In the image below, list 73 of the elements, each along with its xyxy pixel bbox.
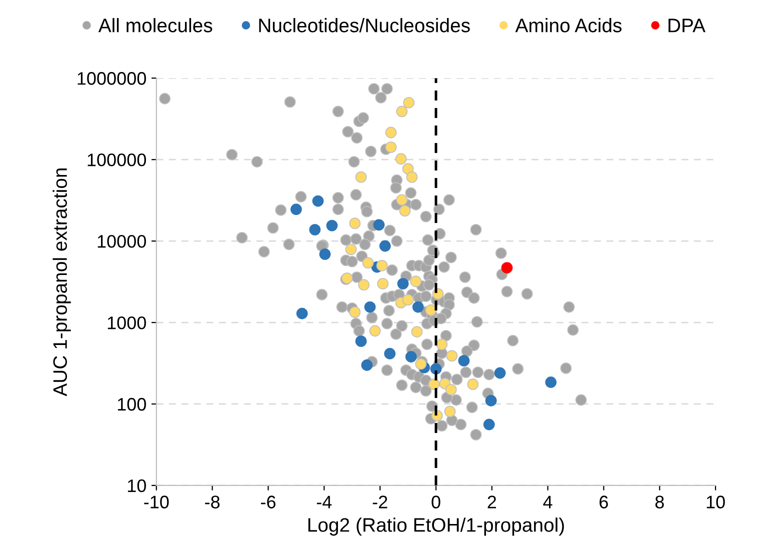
point (399, 205, 411, 217)
point (319, 248, 331, 260)
point (385, 126, 397, 138)
legend-label: Amino Acids (515, 18, 622, 32)
point (428, 378, 440, 390)
point (436, 338, 448, 350)
point (290, 204, 302, 216)
y-tick-label: 1000 (108, 316, 146, 330)
legend-label: DPA (668, 18, 706, 32)
point (467, 378, 479, 390)
point (406, 171, 418, 183)
x-tick-label: 8 (655, 496, 664, 508)
point (410, 276, 422, 288)
point (395, 153, 407, 165)
point (385, 141, 397, 153)
point (376, 260, 388, 272)
point (349, 306, 361, 318)
point (326, 220, 338, 232)
y-tick-label: 100 (118, 398, 146, 411)
y-tick-label: 10 (128, 479, 146, 492)
point (345, 244, 357, 256)
point (415, 358, 427, 370)
legend-label: All molecules (98, 18, 212, 32)
y-tick-label: 100000 (88, 154, 146, 166)
x-tick-label: 10 (706, 496, 725, 508)
point (312, 195, 324, 207)
point (405, 351, 417, 362)
point (425, 304, 437, 316)
x-tick-label: -10 (144, 496, 169, 508)
point (309, 224, 321, 236)
point (373, 219, 385, 231)
point (458, 354, 470, 366)
x-tick-label: 4 (543, 496, 552, 508)
x-tick-label: -2 (372, 496, 388, 508)
point (296, 308, 308, 320)
x-tick-label: 0 (432, 496, 440, 508)
point (384, 348, 396, 360)
point (501, 262, 513, 274)
point (362, 257, 374, 269)
x-tick-label: -6 (261, 496, 276, 508)
point (445, 384, 457, 396)
point (494, 367, 506, 379)
point (349, 218, 361, 230)
point (358, 279, 370, 291)
point (402, 294, 414, 306)
point (397, 278, 409, 290)
point (403, 96, 415, 108)
point (545, 376, 557, 388)
x-axis-title: Log2 (Ratio EtOH/1-propanol) (308, 518, 564, 536)
x-tick-label: -8 (205, 496, 220, 508)
point (446, 350, 458, 362)
point (364, 301, 376, 313)
point (355, 335, 367, 347)
legend-label: Nucleotides/Nucleosides (259, 18, 470, 32)
point (483, 418, 495, 430)
point (485, 394, 497, 406)
point (444, 406, 456, 418)
x-tick-label: 6 (600, 496, 608, 508)
point (377, 278, 389, 290)
point (402, 163, 414, 175)
x-tick-label: 2 (488, 496, 496, 508)
point (361, 359, 373, 371)
y-axis-title: AUC 1-propanol extraction (52, 168, 71, 396)
point (412, 301, 424, 313)
x-tick-label: -4 (316, 496, 332, 508)
y-tick-label: 10000 (98, 234, 146, 248)
point (355, 171, 367, 183)
point (411, 326, 423, 338)
point (379, 240, 391, 252)
y-tick-label: 1000000 (78, 72, 146, 85)
point (369, 325, 381, 337)
point (396, 194, 408, 206)
point (396, 106, 408, 118)
